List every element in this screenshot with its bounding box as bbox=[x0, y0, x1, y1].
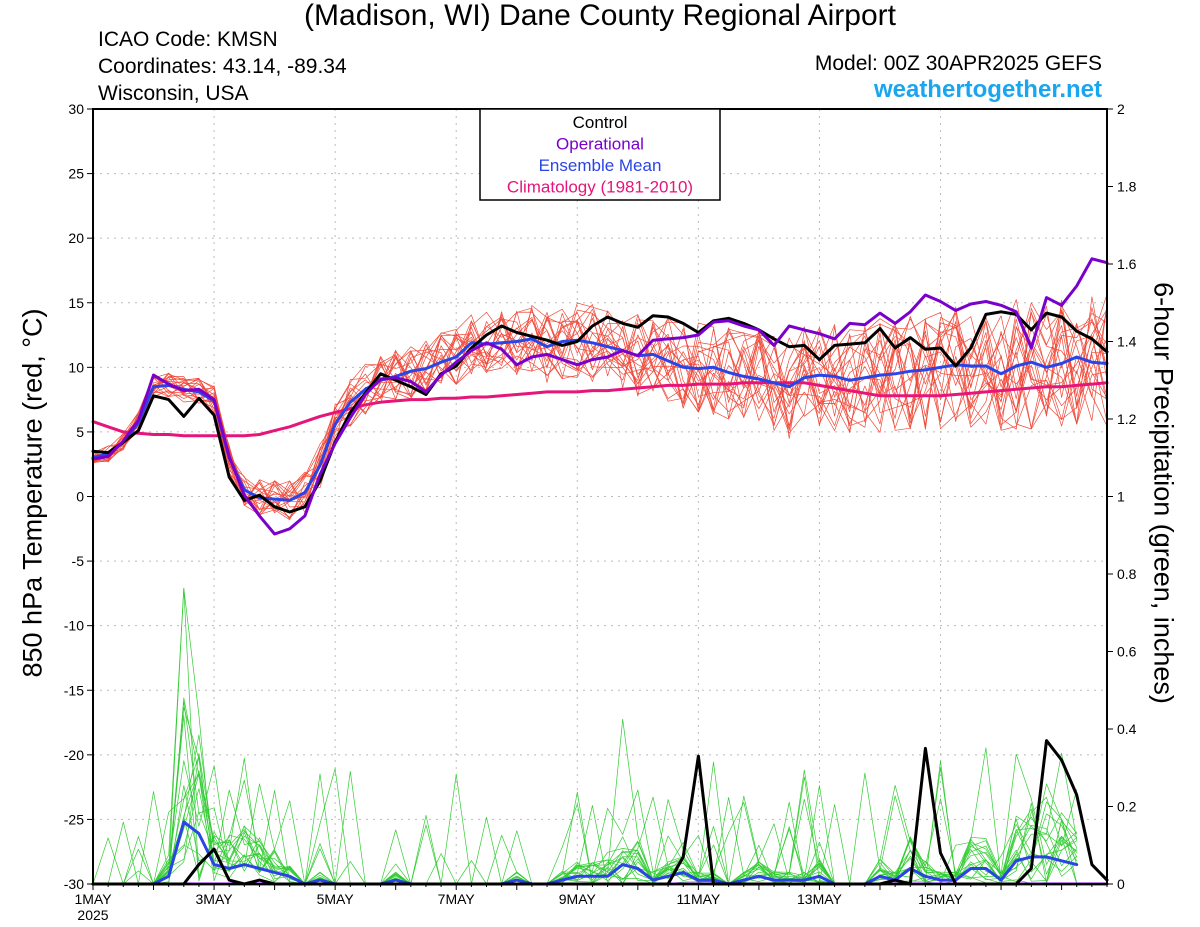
precipitation-member-line bbox=[92, 697, 1078, 885]
y-tick-label: 20 bbox=[68, 230, 84, 246]
website-link[interactable]: weathertogether.net bbox=[873, 76, 1102, 103]
y-tick-label: -15 bbox=[64, 682, 84, 698]
icao-code: ICAO Code: KMSN bbox=[98, 28, 278, 51]
y-tick-label: -20 bbox=[64, 747, 84, 763]
temperature-member-line bbox=[92, 307, 1108, 512]
y2-tick-label: 0.2 bbox=[1117, 799, 1137, 815]
x-tick-label: 7MAY bbox=[438, 891, 476, 907]
y2-tick-label: 1.8 bbox=[1117, 179, 1137, 195]
y-tick-label: -25 bbox=[64, 811, 84, 827]
precipitation-member-line bbox=[92, 701, 1078, 885]
precipitation-member-line bbox=[92, 774, 1078, 885]
temperature-member-line bbox=[92, 296, 1108, 515]
temperature-member-line bbox=[92, 294, 1108, 520]
legend-item: Operational bbox=[556, 135, 644, 154]
y2-tick-label: 2 bbox=[1117, 101, 1125, 117]
y-tick-label: 25 bbox=[68, 166, 84, 182]
legend-item: Ensemble Mean bbox=[539, 156, 662, 175]
x-tick-label: 3MAY bbox=[196, 891, 234, 907]
temperature-member-line bbox=[92, 311, 1108, 518]
temperature-member-line bbox=[92, 310, 1108, 514]
y-tick-label: -10 bbox=[64, 618, 84, 634]
location: Wisconsin, USA bbox=[98, 82, 249, 105]
y-tick-label: -30 bbox=[64, 876, 84, 892]
y-tick-label: 15 bbox=[68, 295, 84, 311]
precipitation-member-line bbox=[92, 776, 1078, 885]
y2-tick-label: 0.8 bbox=[1117, 566, 1137, 582]
legend-item: Control bbox=[573, 113, 628, 132]
control-temp-line bbox=[91, 310, 1109, 514]
y2-tick-label: 1.6 bbox=[1117, 256, 1137, 272]
x-tick-label: 5MAY bbox=[317, 891, 355, 907]
x-tick-label: 9MAY bbox=[559, 891, 597, 907]
x-tick-label: 13MAY bbox=[797, 891, 843, 907]
y-tick-label: 30 bbox=[68, 101, 84, 117]
coordinates: Coordinates: 43.14, -89.34 bbox=[98, 55, 347, 78]
precipitation-member-line bbox=[92, 587, 1078, 885]
climatology-line bbox=[91, 381, 1109, 438]
model-run: Model: 00Z 30APR2025 GEFS bbox=[814, 52, 1102, 75]
temperature-member-line bbox=[92, 305, 1108, 508]
precipitation-member-line bbox=[92, 707, 1078, 885]
temperature-member-line bbox=[92, 302, 1108, 515]
y-tick-label: 5 bbox=[76, 424, 84, 440]
y-tick-label: -5 bbox=[72, 553, 85, 569]
temperature-member-line bbox=[92, 311, 1108, 519]
y2-tick-label: 0.4 bbox=[1117, 721, 1137, 737]
temperature-member-line bbox=[92, 304, 1108, 501]
y2-tick-label: 1.2 bbox=[1117, 411, 1137, 427]
x-tick-label: 1MAY bbox=[74, 891, 112, 907]
x-tick-label: 11MAY bbox=[676, 891, 720, 907]
legend-item: Climatology (1981-2010) bbox=[507, 178, 693, 197]
temperature-member-line bbox=[92, 307, 1108, 511]
x-tick-label: 15MAY bbox=[918, 891, 964, 907]
y2-tick-label: 1 bbox=[1117, 489, 1125, 505]
temperature-member-line bbox=[92, 305, 1108, 504]
y-tick-label: 10 bbox=[68, 359, 84, 375]
chart-title: (Madison, WI) Dane County Regional Airpo… bbox=[304, 0, 896, 32]
x-tick-sublabel: 2025 bbox=[77, 907, 108, 923]
legend-box bbox=[479, 108, 721, 201]
y2-tick-label: 0.6 bbox=[1117, 644, 1137, 660]
precipitation-member-line bbox=[92, 755, 1078, 885]
operational-temp-line bbox=[91, 257, 1109, 536]
y-tick-label: 0 bbox=[76, 489, 84, 505]
y2-tick-label: 1.4 bbox=[1117, 334, 1137, 350]
y2-tick-label: 0 bbox=[1117, 876, 1125, 892]
